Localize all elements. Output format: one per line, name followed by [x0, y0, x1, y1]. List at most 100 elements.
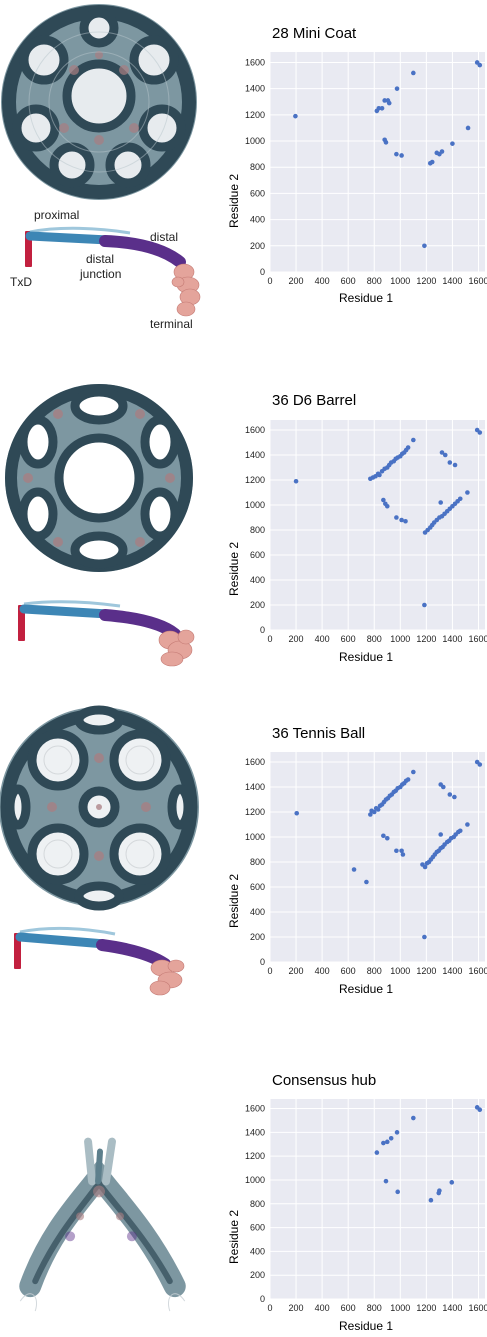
data-point	[400, 852, 406, 857]
y-tick-label: 400	[250, 215, 265, 225]
x-axis-label: Residue 1	[339, 1319, 394, 1333]
data-point	[411, 1115, 416, 1121]
data-point	[399, 153, 404, 158]
x-tick-label: 1200	[416, 966, 436, 976]
label-distal-junction-line2: junction	[79, 267, 121, 281]
x-tick-label: 0	[267, 966, 272, 976]
x-tick-label: 1600	[468, 966, 487, 976]
y-tick-label: 1600	[245, 57, 265, 67]
data-point	[422, 864, 428, 870]
panel-tennis-ball: 36 Tennis Ball 0 200 400 600 800 1000 1200 1400…	[0, 668, 487, 1002]
x-tick-label: 400	[315, 966, 330, 976]
data-point	[447, 792, 453, 797]
chart-title: 36 D6 Barrel	[272, 392, 357, 409]
data-point	[405, 777, 411, 782]
consensus-hub-structure-illustration	[19, 1137, 186, 1312]
data-point	[376, 106, 382, 111]
data-point	[449, 1180, 455, 1185]
y-tick-label: 1400	[245, 782, 265, 792]
data-point	[422, 602, 427, 608]
y-tick-label: 1400	[245, 84, 265, 94]
mini-coat-structure-illustration: proximal distal TxD distal junction term…	[1, 4, 201, 331]
data-point	[384, 1139, 390, 1145]
y-tick-label: 1600	[245, 425, 265, 435]
label-distal-junction-line1: distal	[86, 252, 114, 266]
data-point	[381, 497, 386, 503]
data-point	[364, 879, 369, 885]
x-axis-label: Residue 1	[339, 982, 394, 996]
mini-coat-chart: 28 Mini Coat 0 200 400 600 800 1000 1200 1400 16…	[215, 0, 487, 334]
x-tick-label: 600	[341, 276, 356, 286]
x-tick-label: 1600	[468, 634, 487, 644]
data-point	[371, 809, 377, 815]
x-tick-label: 200	[289, 966, 304, 976]
y-tick-label: 200	[250, 600, 265, 610]
data-point	[399, 517, 404, 523]
data-point	[411, 769, 416, 775]
data-point	[383, 140, 389, 145]
data-point	[429, 159, 435, 165]
data-point	[379, 106, 385, 111]
x-tick-label: 0	[267, 1303, 272, 1313]
d6-barrel-structure-illustration	[5, 384, 195, 667]
y-tick-label: 600	[250, 188, 265, 198]
data-point	[411, 437, 416, 443]
data-point	[384, 503, 390, 509]
data-point	[293, 113, 298, 119]
data-point	[422, 934, 427, 940]
x-tick-label: 800	[367, 1303, 382, 1313]
x-tick-label: 1200	[416, 634, 436, 644]
data-point	[384, 835, 390, 841]
data-point	[388, 1135, 394, 1141]
data-point	[477, 1107, 483, 1113]
y-tick-label: 1400	[245, 1127, 265, 1137]
x-axis-label: Residue 1	[339, 291, 394, 305]
leg-diagram	[18, 600, 195, 667]
x-axis-label: Residue 1	[339, 650, 394, 664]
y-tick-label: 1200	[245, 807, 265, 817]
y-tick-label: 1600	[245, 757, 265, 767]
x-tick-label: 1200	[416, 1303, 436, 1313]
y-tick-label: 1000	[245, 136, 265, 146]
data-point	[394, 848, 399, 854]
d6-barrel-scatter-plot: 0 200 400 600 800 1000 1200 1400 1600 0 200 400 600 8…	[245, 420, 487, 644]
y-tick-label: 200	[250, 932, 265, 942]
y-tick-label: 1000	[245, 832, 265, 842]
chart-title: 28 Mini Coat	[272, 25, 357, 42]
data-point	[394, 151, 399, 157]
y-tick-label: 400	[250, 575, 265, 585]
data-point	[374, 1150, 380, 1155]
x-tick-label: 1400	[442, 1303, 462, 1313]
data-point	[465, 822, 470, 827]
x-tick-label: 800	[367, 966, 382, 976]
x-tick-label: 1200	[416, 276, 436, 286]
y-tick-label: 200	[250, 1270, 265, 1280]
data-point	[447, 460, 453, 465]
data-point	[383, 1178, 389, 1184]
y-tick-label: 0	[260, 267, 265, 277]
data-point	[428, 1197, 434, 1203]
y-tick-label: 600	[250, 1223, 265, 1233]
x-tick-label: 400	[315, 276, 330, 286]
data-point	[477, 62, 483, 68]
x-tick-label: 1000	[390, 276, 410, 286]
y-tick-label: 1000	[245, 1175, 265, 1185]
data-point	[381, 833, 386, 839]
y-tick-label: 800	[250, 525, 265, 535]
data-point	[394, 1130, 400, 1135]
x-tick-label: 600	[341, 1303, 356, 1313]
x-tick-label: 800	[367, 634, 382, 644]
label-terminal: terminal	[150, 317, 193, 331]
consensus-hub-molecule	[19, 1137, 186, 1312]
data-point	[399, 848, 404, 854]
y-tick-label: 800	[250, 1199, 265, 1209]
y-tick-label: 1600	[245, 1104, 265, 1114]
x-tick-label: 400	[315, 1303, 330, 1313]
data-point	[465, 490, 470, 495]
y-tick-label: 200	[250, 241, 265, 251]
y-tick-label: 0	[260, 625, 265, 635]
label-txd: TxD	[10, 275, 32, 289]
leg-diagram	[14, 926, 185, 996]
y-tick-label: 0	[260, 1294, 265, 1304]
x-tick-label: 400	[315, 634, 330, 644]
